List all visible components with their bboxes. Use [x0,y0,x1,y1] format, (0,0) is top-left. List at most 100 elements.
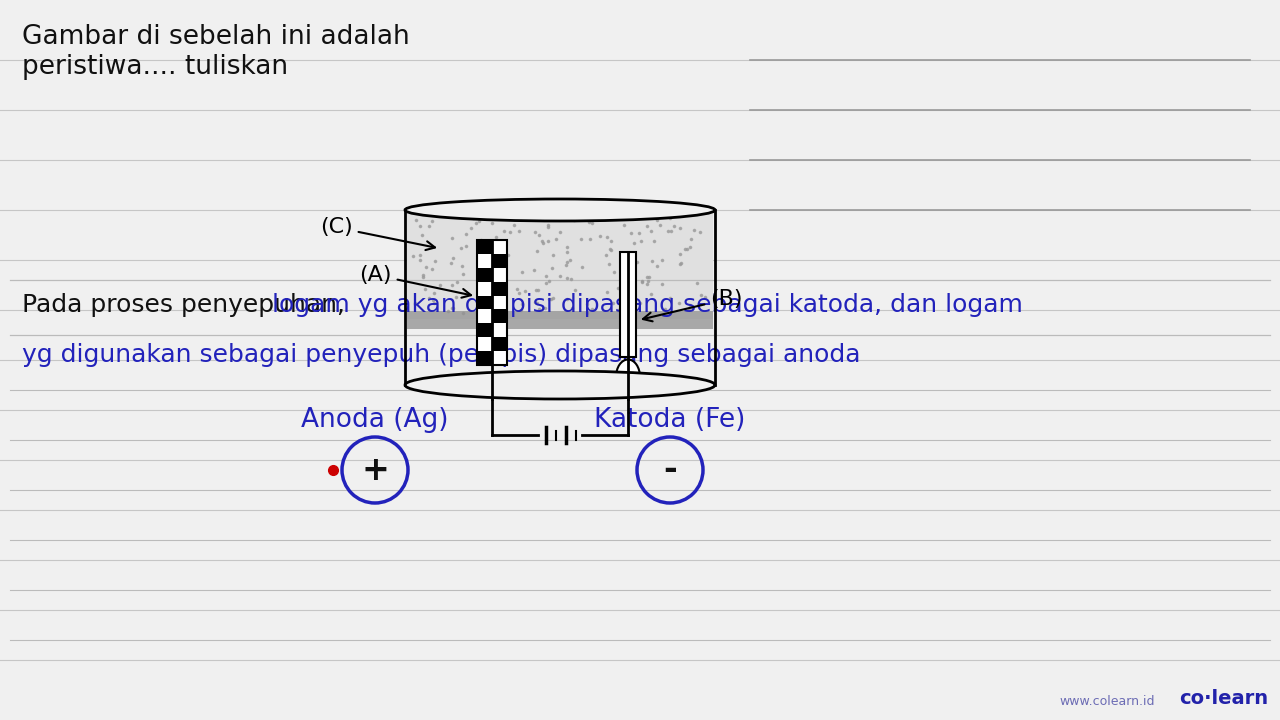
Point [526,297,547,309]
Point [511,304,531,315]
Point [535,302,556,314]
Bar [620,252,636,357]
Point [617,272,637,284]
Ellipse shape [404,199,716,221]
Point [492,274,512,286]
Point [452,260,472,271]
Bar [477,337,492,351]
Point [614,298,635,310]
Point [600,235,621,247]
Bar [477,240,507,365]
Point [630,297,650,308]
Point [690,289,710,300]
Point [442,279,462,291]
Point [650,220,671,231]
Point [582,217,603,229]
Point [579,216,599,228]
Point [576,307,596,318]
Point [463,212,484,223]
Point [571,233,591,244]
Point [443,302,463,314]
Bar [492,351,507,365]
Point [557,272,577,284]
Point [509,287,530,298]
Point [572,261,593,273]
Text: (A): (A) [360,265,471,297]
Point [443,253,463,264]
Point [532,237,553,248]
Point [659,292,680,304]
Point [451,242,471,253]
Point [472,244,493,256]
Bar [477,240,492,254]
Point [632,210,653,221]
Point [646,215,667,226]
Point [637,279,658,290]
Point [488,281,508,292]
Point [422,264,443,275]
Bar [492,282,507,295]
Bar [492,337,507,351]
Point [602,244,622,256]
Point [484,268,504,279]
Bar [477,282,492,295]
Point [419,292,439,303]
Point [484,248,504,259]
Point [564,215,585,226]
Point [421,215,442,227]
Point [410,254,430,266]
Point [508,213,529,225]
Point [412,230,433,241]
Point [415,284,435,295]
Point [596,249,617,261]
Point [550,271,571,282]
Point [626,256,646,268]
Point [564,284,585,296]
Point [680,241,700,253]
Point [695,292,716,303]
Point [456,228,476,240]
Point [616,292,636,304]
Point [637,220,658,231]
Point [525,264,545,276]
Point [653,254,673,266]
Bar [492,310,507,323]
Point [494,253,515,264]
Point [639,275,659,287]
Point [545,233,566,245]
Text: co·learn: co·learn [1179,689,1268,708]
Point [671,257,691,269]
Point [589,230,609,242]
Point [596,231,617,243]
Text: Katoda (Fe): Katoda (Fe) [594,407,746,433]
Point [604,266,625,278]
Point [640,289,660,300]
Bar [407,310,713,328]
Point [639,271,659,283]
Point [410,220,430,231]
Point [416,261,436,272]
Point [529,284,549,295]
Bar [492,295,507,310]
Text: peristiwa.... tuliskan: peristiwa.... tuliskan [22,54,288,80]
Text: (B): (B) [643,289,742,321]
Point [684,225,704,236]
Point [531,235,552,247]
Point [456,240,476,252]
Point [603,297,623,309]
Point [621,228,641,239]
Text: (C): (C) [320,217,435,250]
Text: -: - [663,454,677,487]
Bar [492,240,507,254]
Point [641,256,662,267]
Point [580,234,600,246]
Point [419,220,439,231]
Point [527,246,548,257]
Point [649,210,669,222]
Point [608,304,628,315]
Point [669,297,690,309]
Point [677,243,698,255]
Point [512,266,532,277]
Point [500,226,521,238]
Point [631,235,652,247]
